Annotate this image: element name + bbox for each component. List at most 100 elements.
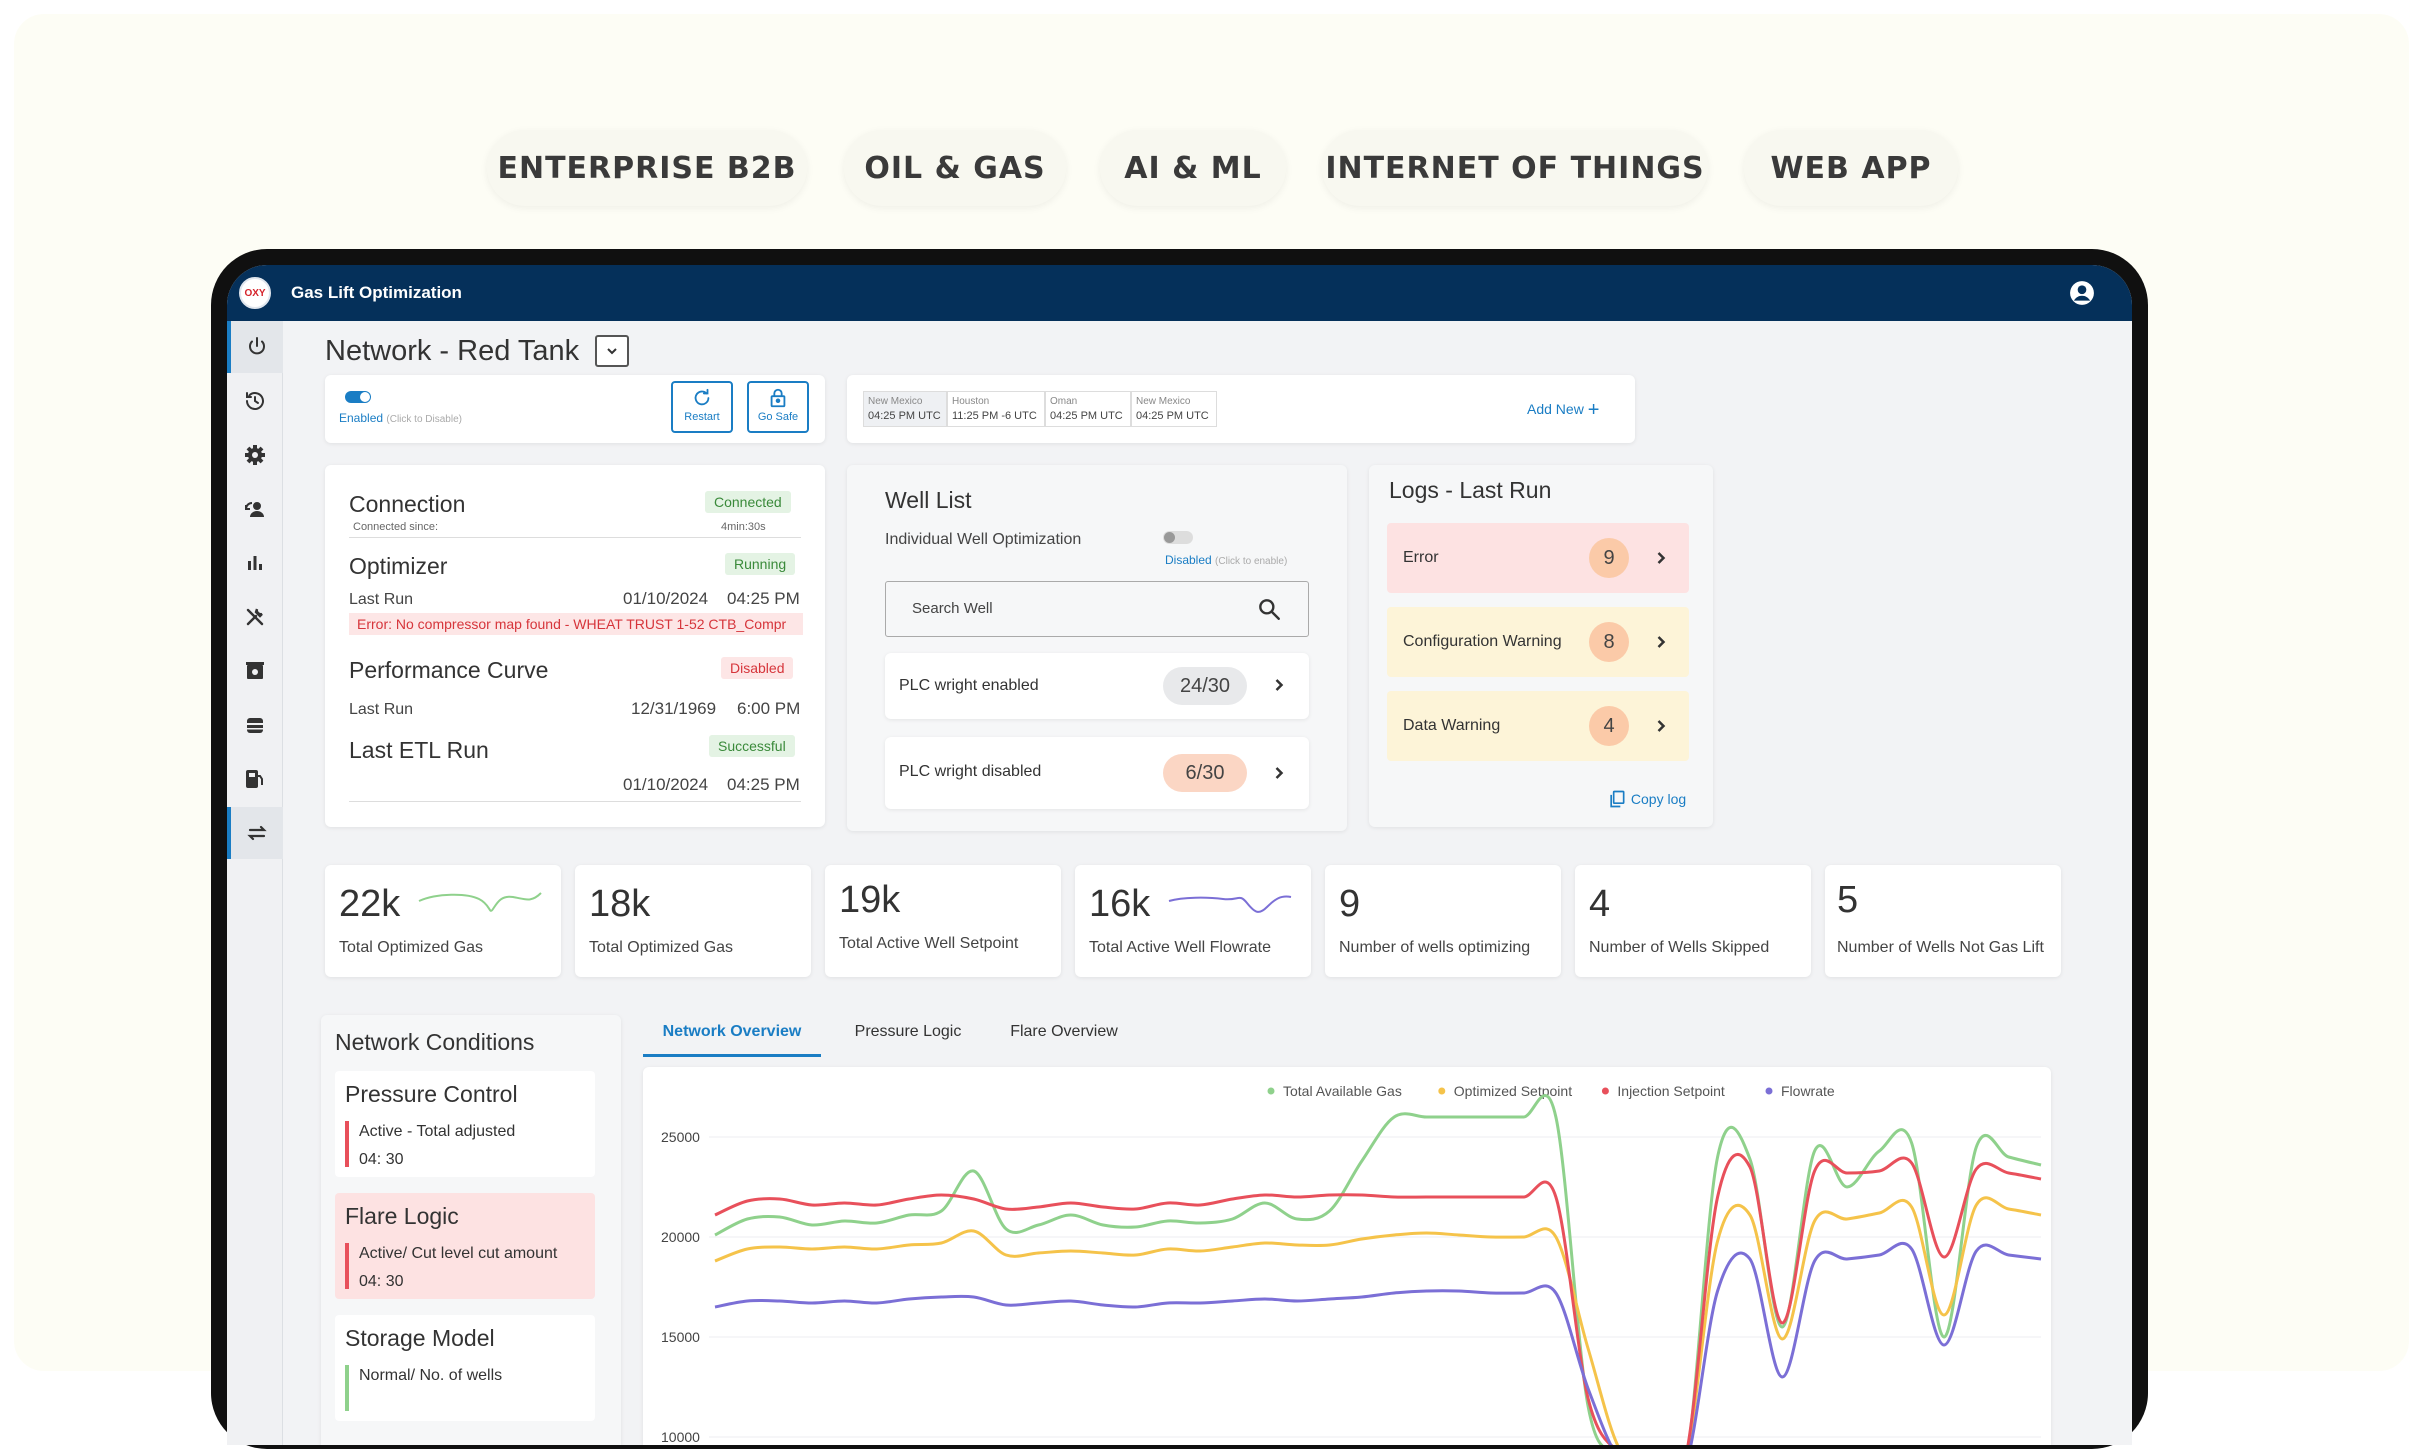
y-tick-label: 20000 [661, 1229, 700, 1245]
condition-line1: Normal/ No. of wells [359, 1367, 503, 1384]
enabled-toggle[interactable] [345, 391, 371, 403]
timezone-place: New Mexico [1136, 396, 1191, 407]
device-icon [243, 659, 267, 683]
log-row-data-warning[interactable]: Data Warning 4 [1387, 691, 1689, 761]
app-screen: OXY Gas Lift Optimization [227, 265, 2132, 1445]
tag-pill-ai-ml: AI & ML [1100, 130, 1286, 206]
well-row-count: 24/30 [1163, 667, 1247, 705]
add-new-button[interactable]: Add New + [1527, 399, 1599, 422]
user-account-icon[interactable] [2069, 280, 2095, 306]
copy-log-button[interactable]: Copy log [1607, 789, 1686, 809]
fuel-pump-icon [243, 767, 267, 791]
legend-entry[interactable]: Optimized Setpoint [1454, 1083, 1572, 1099]
tab-pressure-logic[interactable]: Pressure Logic [854, 1023, 962, 1040]
sidebar-item-storage[interactable] [227, 699, 283, 751]
tag-pill-oil-gas: OIL & GAS [844, 130, 1066, 206]
timezone-item[interactable]: Houston 11:25 PM -6 UTC [947, 391, 1045, 427]
log-row-count: 9 [1589, 538, 1629, 578]
sidebar-item-users[interactable] [227, 483, 283, 535]
kpi-tile: 16k Total Active Well Flowrate [1075, 865, 1311, 977]
tablet-device: OXY Gas Lift Optimization [211, 249, 2148, 1449]
tab-flare-overview[interactable]: Flare Overview [1010, 1023, 1118, 1040]
network-overview-chart: Total Available Gas Optimized Setpoint Inj… [643, 1067, 2051, 1445]
series-line [714, 1241, 2042, 1445]
sidebar-item-analytics[interactable] [227, 537, 283, 589]
search-icon[interactable] [1256, 596, 1282, 622]
gear-icon [243, 443, 267, 467]
condition-indicator [345, 1121, 349, 1167]
well-row-count: 6/30 [1163, 754, 1247, 792]
controls-card: Enabled (Click to Disable) Restart Go Sa… [325, 375, 825, 443]
sidebar-item-tools[interactable] [227, 591, 283, 643]
kpi-label: Total Optimized Gas [339, 939, 484, 956]
go-safe-button[interactable]: Go Safe [747, 381, 809, 433]
sidebar-item-settings[interactable] [227, 429, 283, 481]
power-icon [245, 335, 269, 359]
timezone-item[interactable]: New Mexico 04:25 PM UTC [863, 391, 947, 427]
kpi-value: 19k [839, 879, 901, 921]
well-row-enabled[interactable]: PLC wright enabled 24/30 [885, 653, 1309, 719]
bar-chart-icon [243, 551, 267, 575]
log-row-count: 4 [1589, 706, 1629, 746]
kpi-sparkline [418, 892, 542, 912]
legend-entry[interactable]: Injection Setpoint [1617, 1083, 1725, 1099]
log-row-config-warning[interactable]: Configuration Warning 8 [1387, 607, 1689, 677]
condition-indicator [345, 1243, 349, 1289]
kpi-label: Total Active Well Flowrate [1089, 939, 1271, 956]
condition-flare-logic[interactable]: Flare Logic Active/ Cut level cut amount… [335, 1193, 595, 1299]
condition-pressure-control[interactable]: Pressure Control Active - Total adjusted… [335, 1071, 595, 1177]
log-row-label: Data Warning [1403, 717, 1501, 734]
tag-row: ENTERPRISE B2B OIL & GAS AI & ML INTERNE… [14, 130, 2409, 230]
kpi-tile: 22k Total Optimized Gas [325, 865, 561, 977]
tab-network-overview[interactable]: Network Overview [643, 1015, 821, 1057]
copy-icon [1607, 789, 1627, 809]
legend-swatch [1601, 1087, 1609, 1095]
network-dropdown[interactable] [595, 335, 629, 367]
sidebar-item-device[interactable] [227, 645, 283, 697]
sidebar-item-transfer[interactable] [227, 807, 283, 859]
legend-entry[interactable]: Total Available Gas [1283, 1083, 1402, 1099]
divider [349, 537, 801, 538]
sidebar [227, 321, 283, 1445]
kpi-label: Number of wells optimizing [1339, 939, 1531, 956]
chevron-right-icon [1651, 548, 1671, 568]
sidebar-item-power[interactable] [227, 321, 283, 373]
etl-time: 04:25 PM [727, 775, 800, 794]
kpi-value: 16k [1089, 883, 1151, 925]
series-line [714, 1152, 2042, 1445]
timezone-item[interactable]: Oman 04:25 PM UTC [1045, 391, 1131, 427]
timezone-place: Oman [1050, 396, 1078, 407]
plus-icon: + [1587, 399, 1600, 421]
legend-swatch [1765, 1087, 1773, 1095]
user-cycle-icon [243, 497, 267, 521]
kpi-tile: 9 Number of wells optimizing [1325, 865, 1561, 977]
sidebar-item-history[interactable] [227, 375, 283, 427]
timezone-time: 11:25 PM -6 UTC [952, 410, 1037, 422]
restart-button[interactable]: Restart [671, 381, 733, 433]
log-row-error[interactable]: Error 9 [1387, 523, 1689, 593]
disabled-badge: Disabled [721, 657, 794, 679]
connected-since-label: Connected since: [353, 521, 438, 533]
individual-optimization-toggle[interactable] [1163, 531, 1193, 544]
network-title: Network - Red Tank [325, 335, 580, 367]
legend-entry[interactable]: Flowrate [1781, 1083, 1835, 1099]
kpi-value: 9 [1339, 883, 1361, 925]
history-icon [243, 389, 267, 413]
condition-title: Flare Logic [345, 1203, 459, 1229]
kpi-tile: 19k Total Active Well Setpoint [825, 865, 1061, 977]
chevron-right-icon [1651, 716, 1671, 736]
logs-card: Logs - Last Run Error 9 Configuration Wa… [1369, 465, 1713, 827]
kpi-value: 5 [1837, 879, 1859, 921]
kpi-value: 22k [339, 883, 401, 925]
sidebar-item-fuel[interactable] [227, 753, 283, 805]
storage-tank-icon [243, 713, 267, 737]
timezone-card: New Mexico 04:25 PM UTC Houston 11:25 PM… [847, 375, 1635, 443]
top-bar: OXY Gas Lift Optimization [227, 265, 2132, 321]
connection-title: Connection [349, 491, 466, 517]
well-row-disabled[interactable]: PLC wright disabled 6/30 [885, 737, 1309, 809]
timezone-place: New Mexico [868, 396, 923, 407]
condition-storage-model[interactable]: Storage Model Normal/ No. of wells [335, 1315, 595, 1421]
search-well-field[interactable]: Search Well [885, 581, 1309, 637]
etl-title: Last ETL Run [349, 737, 489, 763]
timezone-item[interactable]: New Mexico 04:25 PM UTC [1131, 391, 1217, 427]
